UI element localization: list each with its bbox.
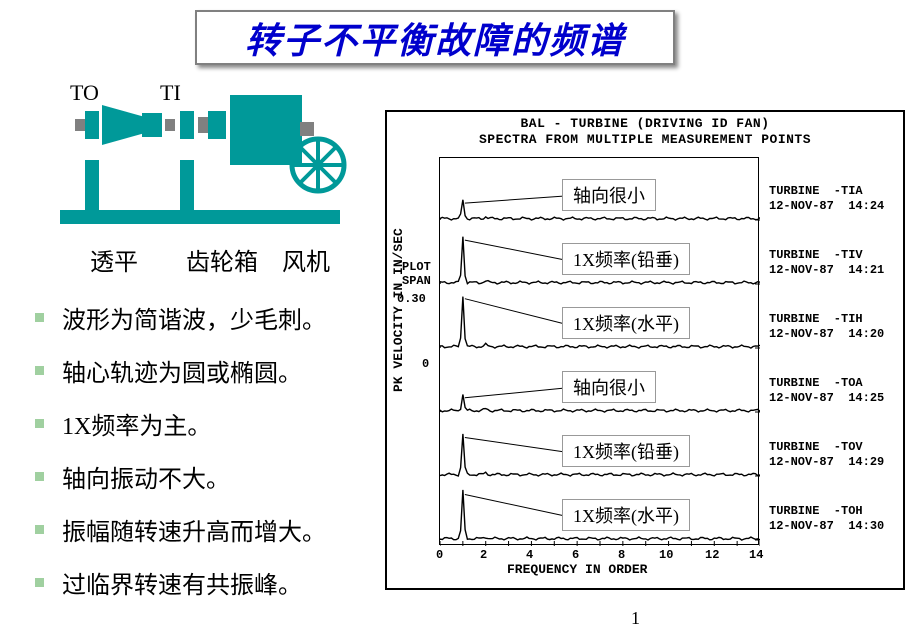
- machine-names: 透平 齿轮箱 风机: [90, 242, 330, 277]
- slide-title: 转子不平衡故障的频谱: [245, 12, 625, 64]
- bullet-marker: [35, 313, 44, 322]
- zero-label: 0: [422, 357, 429, 371]
- bullet-list: 波形为简谐波，少毛刺。 轴心轨迹为圆或椭圆。 1X频率为主。 轴向振动不大。 振…: [35, 300, 326, 618]
- spectrum-right-label: TURBINE -TIH 12-NOV-87 14:20: [769, 312, 884, 342]
- bullet-item: 波形为简谐波，少毛刺。: [35, 300, 326, 335]
- bullet-marker: [35, 366, 44, 375]
- figure-header-line1: BAL - TURBINE (DRIVING ID FAN): [387, 116, 903, 132]
- bullet-marker: [35, 525, 44, 534]
- machine-diagram: [40, 95, 360, 235]
- xtick: 10: [659, 548, 673, 562]
- page-number: 1: [631, 608, 640, 629]
- spectrum-right-label: TURBINE -TOH 12-NOV-87 14:30: [769, 504, 884, 534]
- spectrum-annotation: 轴向很小: [562, 179, 656, 211]
- bullet-marker: [35, 472, 44, 481]
- spectrum-right-label: TURBINE -TIV 12-NOV-87 14:21: [769, 248, 884, 278]
- figure-header-line2: SPECTRA FROM MULTIPLE MEASUREMENT POINTS: [387, 132, 903, 148]
- spectrum-annotation: 轴向很小: [562, 371, 656, 403]
- bullet-text: 轴心轨迹为圆或椭圆。: [62, 353, 302, 388]
- xtick: 6: [572, 548, 579, 562]
- xtick: 8: [618, 548, 625, 562]
- bullet-text: 波形为简谐波，少毛刺。: [62, 300, 326, 335]
- y-axis-label: PK VELOCITY IN IN/SEC: [391, 228, 406, 392]
- plot-span-value: 0.30: [397, 292, 426, 306]
- spectrum-annotation: 1X频率(铅垂): [562, 243, 690, 275]
- bullet-item: 轴向振动不大。: [35, 459, 326, 494]
- bullet-text: 振幅随转速升高而增大。: [62, 512, 326, 547]
- figure-header: BAL - TURBINE (DRIVING ID FAN) SPECTRA F…: [387, 116, 903, 149]
- spectra-svg: [440, 158, 760, 546]
- xtick: 14: [749, 548, 763, 562]
- title-box: 转子不平衡故障的频谱: [195, 10, 675, 65]
- xtick: 4: [526, 548, 533, 562]
- spectrum-annotation: 1X频率(水平): [562, 307, 690, 339]
- bullet-item: 轴心轨迹为圆或椭圆。: [35, 353, 326, 388]
- plot-border: [439, 157, 759, 545]
- xtick: 2: [480, 548, 487, 562]
- spectrum-figure: BAL - TURBINE (DRIVING ID FAN) SPECTRA F…: [385, 110, 905, 590]
- spectrum-annotation: 1X频率(铅垂): [562, 435, 690, 467]
- spectrum-right-label: TURBINE -TIA 12-NOV-87 14:24: [769, 184, 884, 214]
- bullet-marker: [35, 419, 44, 428]
- bullet-item: 1X频率为主。: [35, 406, 326, 441]
- bullet-item: 过临界转速有共振峰。: [35, 565, 326, 600]
- spectrum-annotation: 1X频率(水平): [562, 499, 690, 531]
- bullet-item: 振幅随转速升高而增大。: [35, 512, 326, 547]
- bullet-text: 过临界转速有共振峰。: [62, 565, 302, 600]
- bullet-text: 轴向振动不大。: [62, 459, 230, 494]
- bullet-text: 1X频率为主。: [62, 406, 211, 441]
- bullet-marker: [35, 578, 44, 587]
- xtick: 0: [436, 548, 443, 562]
- plot-span-label: PLOTSPAN: [402, 260, 431, 289]
- x-axis-label: FREQUENCY IN ORDER: [507, 562, 647, 577]
- xtick: 12: [705, 548, 719, 562]
- spectrum-right-label: TURBINE -TOV 12-NOV-87 14:29: [769, 440, 884, 470]
- spectrum-right-label: TURBINE -TOA 12-NOV-87 14:25: [769, 376, 884, 406]
